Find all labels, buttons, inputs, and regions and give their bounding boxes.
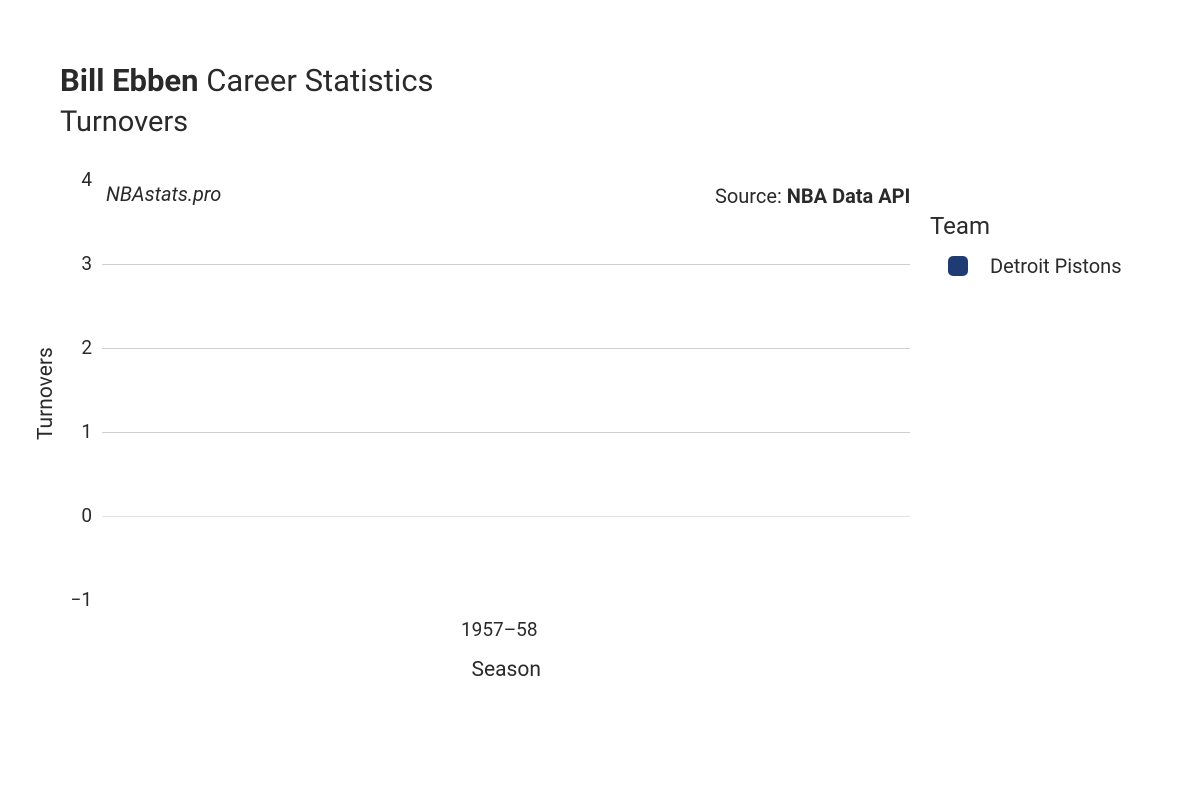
legend-title: Team: [930, 212, 990, 240]
source-prefix: Source:: [715, 184, 787, 208]
legend-marker-icon: [948, 256, 968, 276]
plot-area: [102, 180, 910, 600]
y-tick-label: 1: [52, 420, 92, 443]
grid-line: [102, 264, 910, 265]
grid-line: [102, 516, 910, 517]
source-attribution: Source: NBA Data API: [715, 184, 910, 208]
y-tick-label: 3: [52, 252, 92, 275]
grid-line: [102, 432, 910, 433]
legend-item-label: Detroit Pistons: [990, 254, 1122, 278]
chart-title-block: Bill Ebben Career Statistics Turnovers: [60, 62, 434, 139]
y-tick-label: 2: [52, 336, 92, 359]
y-tick-label: −1: [52, 588, 92, 611]
x-tick-label: 1957–58: [461, 618, 538, 641]
x-axis-title: Season: [472, 658, 541, 682]
source-name: NBA Data API: [787, 184, 911, 208]
watermark-text: NBAstats.pro: [106, 182, 221, 206]
grid-line: [102, 348, 910, 349]
y-tick-label: 4: [52, 168, 92, 191]
chart-title-line1: Bill Ebben Career Statistics: [60, 62, 434, 99]
legend-item: Detroit Pistons: [948, 254, 1122, 278]
title-suffix: Career Statistics: [206, 62, 433, 99]
player-name: Bill Ebben: [60, 62, 199, 99]
chart-subtitle: Turnovers: [60, 105, 434, 139]
y-tick-label: 0: [52, 504, 92, 527]
